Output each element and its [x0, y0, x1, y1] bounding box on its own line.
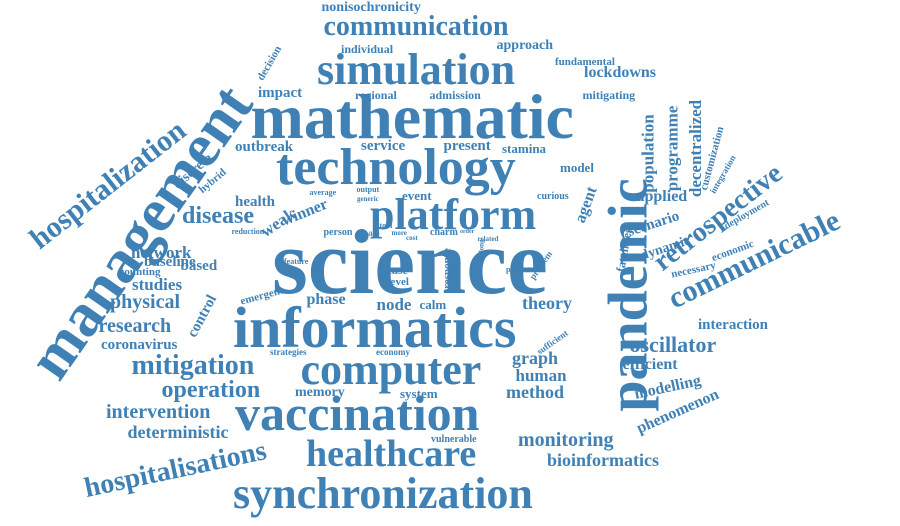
word-regional: regional	[355, 88, 397, 102]
word-calm: calm	[419, 296, 447, 312]
word-system: system	[400, 385, 438, 401]
word-fundamental: fundamental	[555, 55, 615, 68]
word-mitigating: mitigating	[582, 88, 636, 102]
word-approach: approach	[496, 38, 554, 53]
word-charm: charm	[430, 227, 458, 238]
word-technology: technology	[276, 139, 516, 196]
word-term: term	[311, 254, 326, 280]
word-research: research	[98, 315, 172, 337]
word-platform: platform	[370, 190, 537, 239]
word-mathematic: mathematic	[250, 81, 574, 152]
word-level: level	[387, 275, 409, 288]
word-phase: phase	[306, 291, 346, 308]
word-tool: tool	[379, 221, 393, 230]
word-studies: studies	[132, 274, 183, 294]
word-computer: computer	[300, 345, 482, 394]
word-model: model	[560, 159, 594, 175]
word-method: method	[506, 382, 564, 402]
word-programme: programme	[662, 105, 682, 191]
word-related: related	[477, 234, 499, 243]
word-generic: generic	[357, 194, 379, 203]
word-impact: impact	[258, 84, 303, 101]
word-graph: graph	[512, 348, 559, 368]
word-intervention: intervention	[106, 401, 211, 423]
word-vaccination: vaccination	[235, 385, 480, 441]
word-synchronization: synchronization	[233, 469, 533, 518]
word-population: population	[638, 113, 658, 193]
word-bioinformatics: bioinformatics	[547, 450, 659, 470]
word-event: event	[402, 187, 432, 203]
word-cost: cost	[406, 233, 418, 242]
word-lockdowns: lockdowns	[584, 64, 657, 81]
word-disease: disease	[182, 203, 254, 229]
word-monitoring: monitoring	[518, 429, 614, 451]
word-service: service	[361, 137, 406, 154]
word-case: case	[386, 263, 408, 277]
word-theory: theory	[522, 293, 572, 313]
word-healthcare: healthcare	[306, 433, 477, 475]
word-health: health	[235, 193, 276, 210]
word-lifelong: lifelong	[477, 238, 486, 262]
word-allow: allow	[366, 232, 380, 238]
word-curious: curious	[537, 191, 569, 202]
word-feature: feature	[284, 257, 309, 266]
word-counting: counting	[119, 265, 161, 278]
word-average: average	[309, 188, 337, 197]
word-mitigation: mitigation	[131, 350, 255, 381]
word-response: response	[440, 247, 453, 289]
word-based: based	[180, 257, 218, 274]
word-agent: agent	[571, 184, 601, 226]
word-physical: physical	[110, 291, 181, 313]
word-baseline: baseline	[144, 253, 196, 270]
word-order: order	[460, 229, 475, 235]
word-individual: individual	[341, 42, 394, 56]
word-outbreak: outbreak	[235, 138, 294, 155]
word-network: network	[131, 242, 192, 262]
word-predict: predict	[506, 265, 531, 274]
word-person: person	[323, 227, 353, 238]
word-applied: applied	[636, 188, 688, 205]
word-coronavirus: coronavirus	[101, 336, 178, 353]
word-pandemic: pandemic	[597, 178, 660, 412]
word-economy: economy	[376, 346, 410, 357]
word-output: output	[356, 185, 380, 194]
word-decision: decision	[254, 43, 285, 83]
word-operation: operation	[161, 377, 261, 403]
word-science: science	[272, 211, 548, 313]
word-admission: admission	[429, 88, 481, 102]
word-more: more	[391, 228, 407, 237]
word-reduction: reduction	[231, 227, 265, 236]
word-efficient: efficient	[622, 356, 678, 373]
word-informatics: informatics	[233, 295, 517, 360]
word-deterministic: deterministic	[127, 422, 229, 442]
word-control: control	[184, 291, 221, 340]
word-stamina: stamina	[502, 140, 547, 156]
word-memory: memory	[295, 385, 345, 400]
word-oscillator: oscillator	[629, 332, 717, 357]
word-simulation: simulation	[317, 45, 516, 94]
word-interaction: interaction	[698, 316, 768, 333]
word-vulnerable: vulnerable	[431, 434, 477, 445]
word-communication: communication	[323, 11, 509, 42]
word-node: node	[376, 294, 412, 314]
word-human: human	[515, 365, 567, 385]
word-nonisochronicity: nonisochronicity	[321, 0, 421, 15]
word-present: present	[443, 137, 491, 154]
word-strategies: strategies	[270, 346, 307, 357]
